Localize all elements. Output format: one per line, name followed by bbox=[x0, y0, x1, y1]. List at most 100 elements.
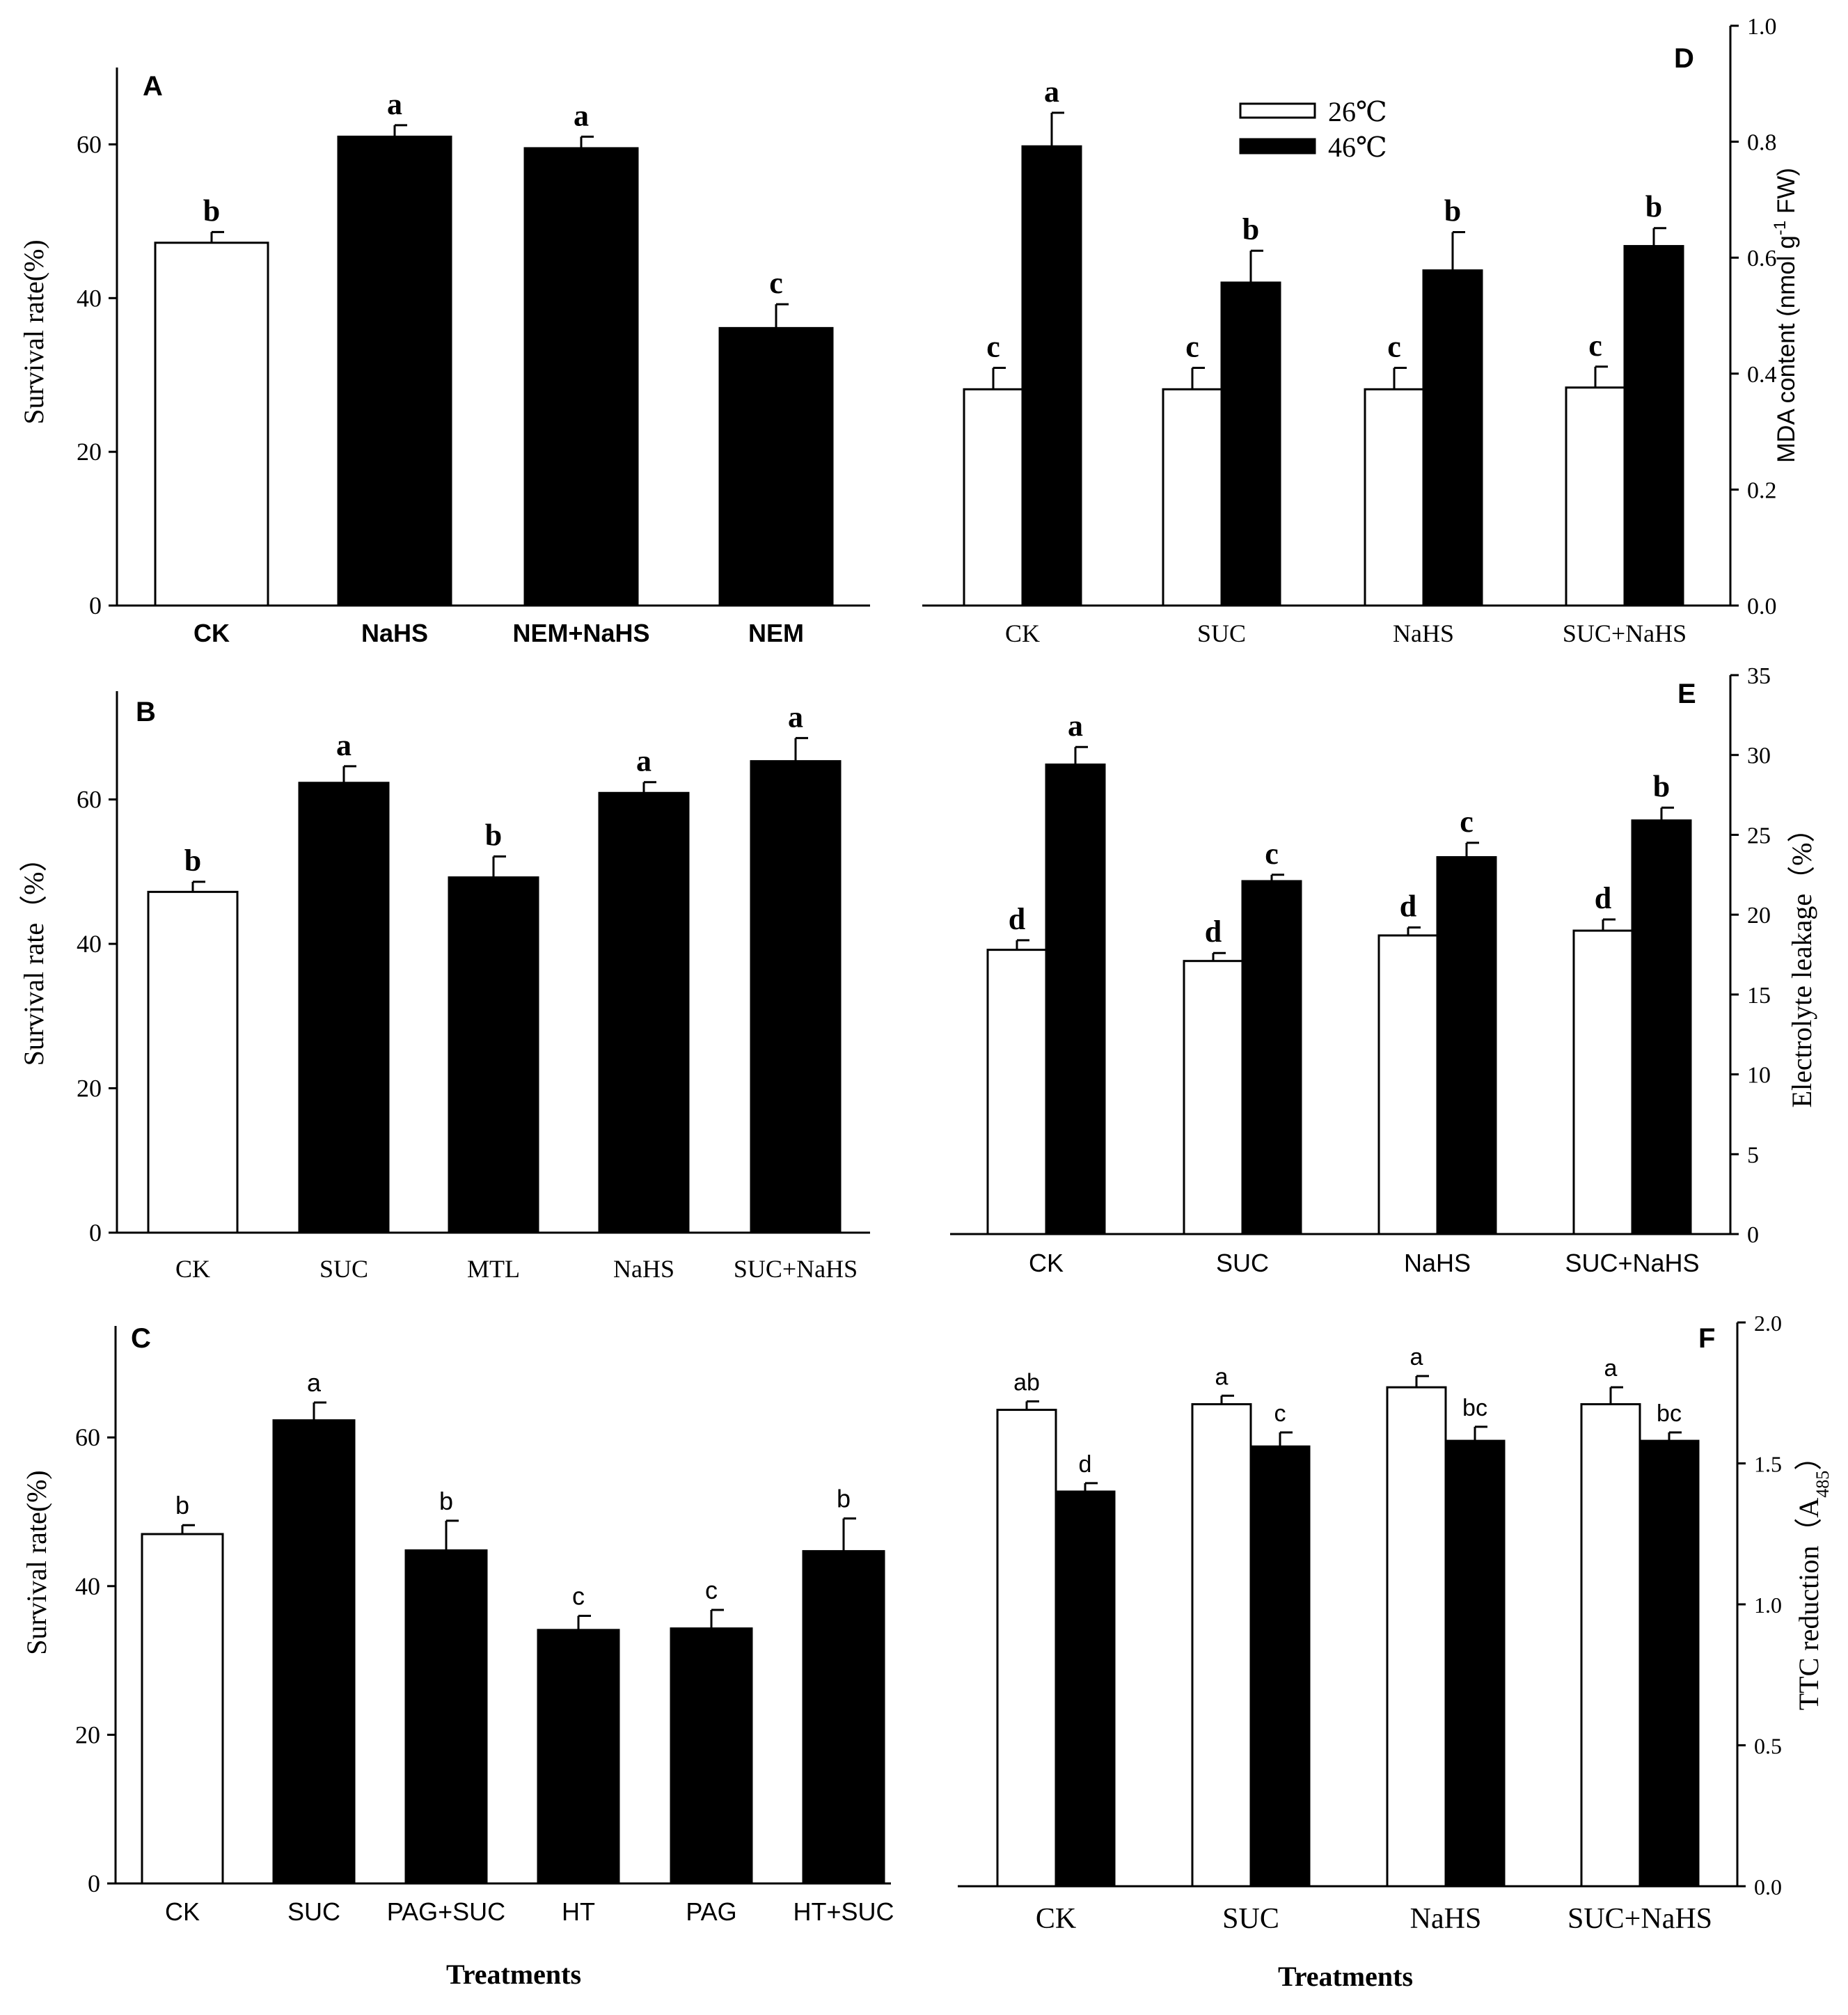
y-tick-label-b: 0 bbox=[89, 1219, 102, 1247]
panel-label-c: C bbox=[131, 1323, 151, 1354]
y-tick-label-f: 0.5 bbox=[1754, 1734, 1782, 1759]
panel-c: 0 20 40 60 CK b SUC a PAG+SUC b HT c PAG c HT+SUC b bbox=[75, 1326, 894, 1926]
significance-letter-e: d bbox=[1595, 881, 1611, 915]
y-tick-label-a: 0 bbox=[89, 592, 102, 619]
category-label-b: SUC bbox=[319, 1255, 368, 1283]
significance-letter-a: b bbox=[203, 193, 220, 228]
x-axis-title-f: Treatments bbox=[1278, 1961, 1413, 1992]
y-tick-label-e: 0 bbox=[1747, 1222, 1759, 1248]
bar-d-26c bbox=[1162, 388, 1223, 607]
bar-d-26c bbox=[1364, 388, 1425, 607]
bar-e-26c bbox=[986, 949, 1048, 1235]
significance-letter-d: c bbox=[986, 329, 1000, 363]
y-tick-label-d: 0.8 bbox=[1747, 130, 1777, 156]
bar-b-main bbox=[147, 890, 239, 1234]
legend-label-46c: 46℃ bbox=[1328, 132, 1387, 163]
significance-letter-f: ab bbox=[1013, 1369, 1040, 1396]
y-tick-label-b: 60 bbox=[77, 786, 102, 814]
bar-f-26c bbox=[1191, 1402, 1252, 1888]
significance-letter-f: a bbox=[1604, 1355, 1618, 1382]
significance-letter-a: c bbox=[769, 266, 783, 300]
legend: 26℃ 46℃ bbox=[1239, 96, 1387, 163]
significance-letter-f: a bbox=[1215, 1364, 1229, 1390]
category-label-c: CK bbox=[165, 1897, 200, 1926]
y-tick-label-f: 0.0 bbox=[1754, 1874, 1782, 1899]
bar-c-main bbox=[802, 1550, 885, 1885]
category-label-e: NaHS bbox=[1404, 1249, 1471, 1277]
significance-letter-f: bc bbox=[1657, 1400, 1682, 1427]
category-label-a: NaHS bbox=[361, 619, 428, 647]
y-tick-label-a: 40 bbox=[77, 284, 102, 312]
legend-swatch-46c bbox=[1239, 138, 1316, 155]
category-label-a: CK bbox=[194, 619, 230, 647]
bar-d-46c bbox=[1021, 145, 1082, 607]
significance-letter-c: b bbox=[837, 1485, 851, 1513]
bar-c-main bbox=[272, 1419, 356, 1885]
y-tick-label-e: 30 bbox=[1747, 743, 1771, 769]
significance-letter-b: a bbox=[636, 744, 651, 778]
significance-letter-b: a bbox=[336, 728, 352, 762]
significance-letter-c: a bbox=[307, 1368, 322, 1397]
bar-b-main bbox=[750, 760, 842, 1234]
bar-e-46c bbox=[1241, 880, 1302, 1235]
panel-label-b: B bbox=[136, 697, 156, 727]
significance-letter-d: c bbox=[1387, 329, 1401, 363]
significance-letter-e: c bbox=[1460, 805, 1474, 839]
category-label-b: MTL bbox=[467, 1255, 520, 1283]
panel-a: 0 20 40 60 CK b NaHS a NEM+NaHS a NEM c bbox=[77, 68, 870, 647]
bar-f-46c bbox=[1055, 1490, 1116, 1888]
category-label-f: SUC+NaHS bbox=[1567, 1903, 1712, 1935]
bar-f-26c bbox=[1580, 1402, 1641, 1888]
category-label-f: NaHS bbox=[1410, 1903, 1482, 1935]
significance-letter-b: b bbox=[184, 844, 201, 878]
bar-f-46c bbox=[1444, 1439, 1506, 1888]
bar-d-46c bbox=[1220, 281, 1281, 607]
y-tick-label-a: 60 bbox=[77, 130, 102, 158]
significance-letter-d: b bbox=[1645, 190, 1662, 224]
bar-a-main bbox=[718, 326, 834, 607]
y-tick-label-c: 20 bbox=[75, 1721, 100, 1748]
category-label-a: NEM bbox=[748, 619, 804, 647]
significance-letter-e: d bbox=[1400, 889, 1416, 923]
bar-e-26c bbox=[1183, 960, 1244, 1235]
category-label-d: CK bbox=[1005, 619, 1040, 647]
y-axis-title-c: Survival rate(%) bbox=[21, 1470, 52, 1654]
significance-letter-e: a bbox=[1068, 709, 1083, 743]
bar-a-main bbox=[154, 242, 269, 607]
legend-label-26c: 26℃ bbox=[1328, 96, 1387, 127]
bar-a-main bbox=[523, 147, 639, 607]
bar-e-46c bbox=[1045, 763, 1106, 1235]
y-tick-label-c: 0 bbox=[88, 1870, 100, 1897]
category-label-c: PAG+SUC bbox=[387, 1897, 505, 1926]
significance-letter-e: b bbox=[1653, 769, 1670, 803]
category-label-c: PAG bbox=[686, 1897, 736, 1926]
y-tick-label-b: 40 bbox=[77, 930, 102, 958]
y-tick-label-c: 60 bbox=[75, 1423, 100, 1451]
significance-letter-f: d bbox=[1079, 1451, 1092, 1478]
significance-letter-d: b bbox=[1444, 194, 1461, 228]
significance-letter-c: c bbox=[705, 1576, 718, 1604]
panel-label-e: E bbox=[1677, 679, 1696, 709]
bar-d-46c bbox=[1623, 245, 1684, 607]
category-label-e: SUC+NaHS bbox=[1565, 1249, 1699, 1277]
category-label-c: SUC bbox=[287, 1897, 340, 1926]
bar-a-main bbox=[337, 135, 452, 607]
bar-b-main bbox=[448, 876, 539, 1234]
panel-label-d: D bbox=[1674, 43, 1694, 74]
y-axis-title-b: Survival rate（%） bbox=[18, 844, 49, 1066]
y-tick-label-e: 35 bbox=[1747, 663, 1771, 689]
bar-b-main bbox=[598, 791, 690, 1234]
y-tick-label-d: 1.0 bbox=[1747, 14, 1777, 40]
y-tick-label-b: 20 bbox=[77, 1075, 102, 1103]
category-label-c: HT+SUC bbox=[793, 1897, 894, 1926]
y-tick-label-e: 10 bbox=[1747, 1063, 1771, 1089]
bar-e-46c bbox=[1631, 819, 1692, 1235]
bar-d-26c bbox=[963, 388, 1024, 607]
significance-letter-f: c bbox=[1274, 1400, 1286, 1427]
bar-c-main bbox=[141, 1533, 224, 1885]
plots: 0 20 40 60 CK b NaHS a NEM+NaHS a NEM c 0 20 40 60 CK b SU… bbox=[75, 14, 1782, 1935]
category-label-d: NaHS bbox=[1393, 619, 1454, 647]
panel-d: 0.0 0.2 0.4 0.6 0.8 1.0 CK c a SUC c b NaHS c b SUC+NaH… bbox=[922, 14, 1777, 647]
category-label-c: HT bbox=[562, 1897, 595, 1926]
